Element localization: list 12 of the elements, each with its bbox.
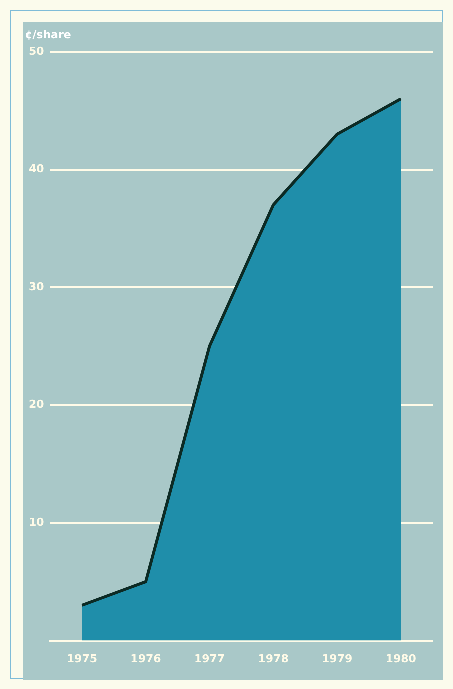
x-tick-label: 1977 xyxy=(194,652,226,666)
y-axis-title: ¢/share xyxy=(25,28,72,42)
y-tick-label: 40 xyxy=(28,162,45,176)
x-tick-label: 1975 xyxy=(66,652,98,666)
x-tick-label: 1980 xyxy=(386,652,417,666)
y-tick-label: 50 xyxy=(28,44,45,58)
x-tick-label: 1979 xyxy=(322,652,353,666)
y-tick-label: 10 xyxy=(28,516,45,529)
y-tick-label: 30 xyxy=(28,280,45,294)
x-tick-label: 1976 xyxy=(130,652,162,666)
y-tick-label: 20 xyxy=(28,398,45,412)
x-tick-label: 1978 xyxy=(258,652,289,666)
